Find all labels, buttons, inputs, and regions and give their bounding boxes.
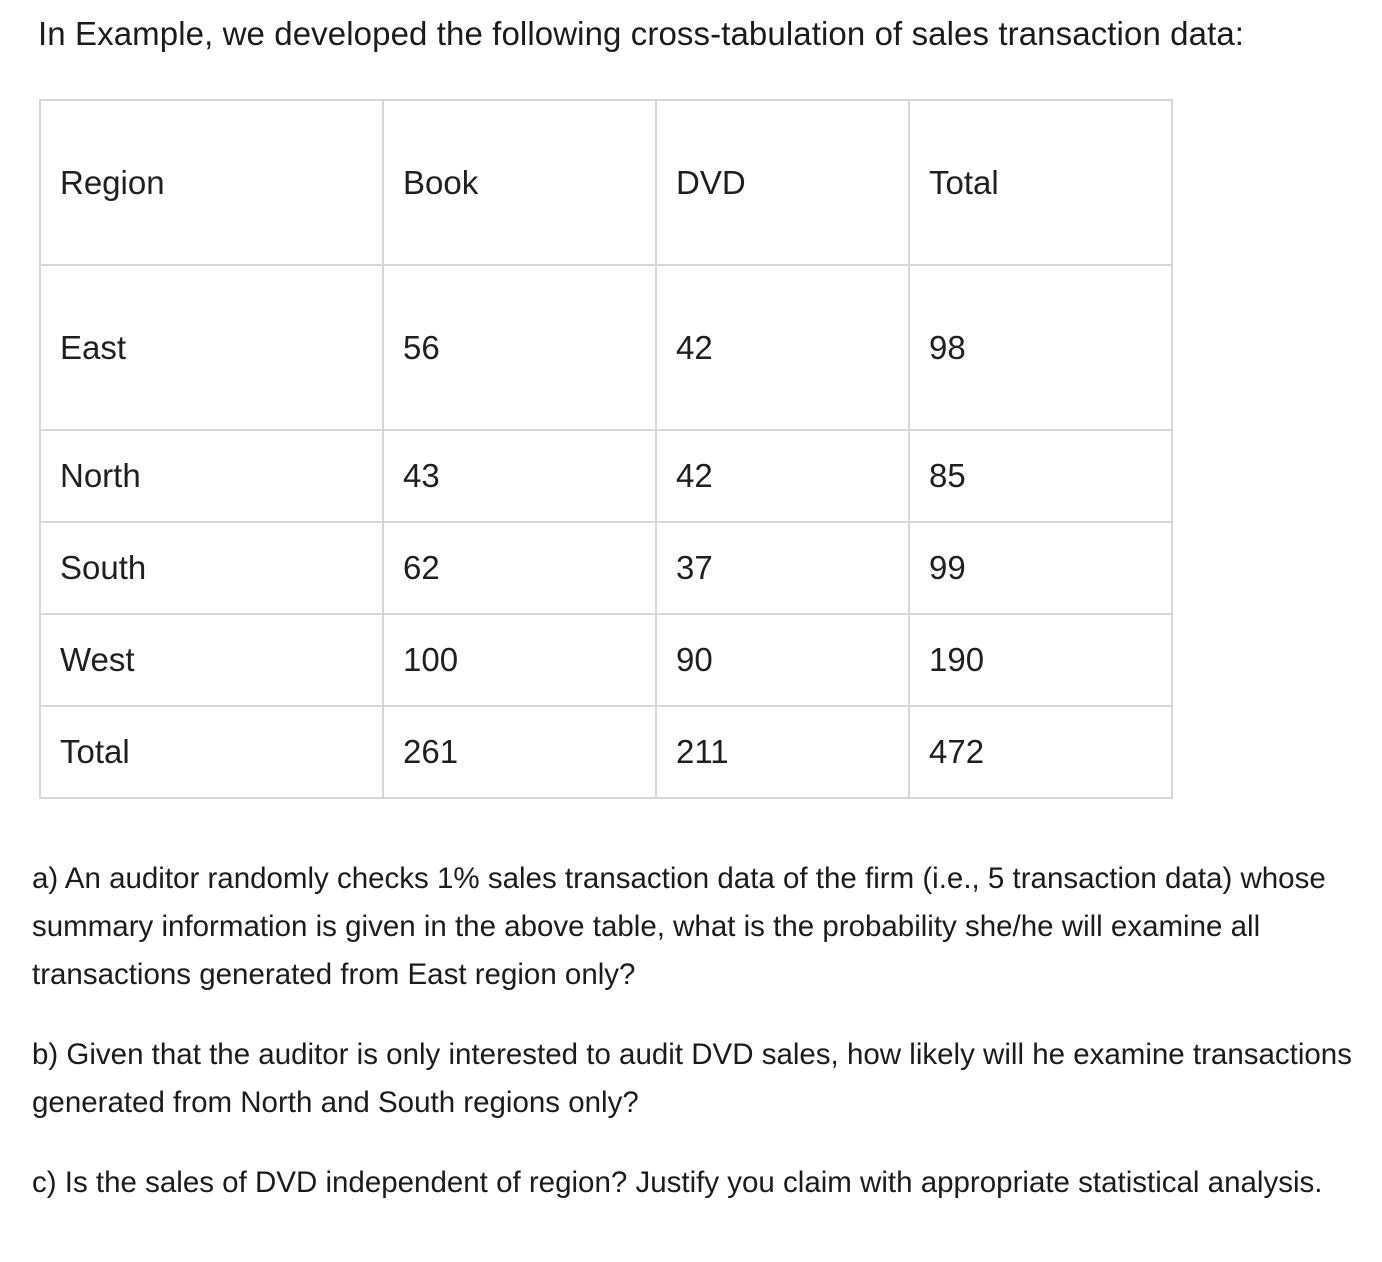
header-cell-book: Book (382, 99, 657, 266)
table-cell: 98 (908, 264, 1173, 431)
table-cell: 261 (382, 705, 657, 799)
table-cell: East (39, 264, 384, 431)
question-a: a) An auditor randomly checks 1% sales t… (32, 862, 1326, 991)
table-cell: 62 (382, 521, 657, 615)
table-header-row: Region Book DVD Total (39, 99, 1173, 266)
table-cell: 472 (908, 705, 1173, 799)
header-cell-total: Total (908, 99, 1173, 266)
table-cell: North (39, 429, 384, 523)
table-cell: 42 (655, 264, 910, 431)
table-cell: 37 (655, 521, 910, 615)
table-total-row: Total 261 211 472 (39, 705, 1173, 799)
table-cell: 100 (382, 613, 657, 707)
question-c: c) Is the sales of DVD independent of re… (32, 1166, 1323, 1199)
table-cell: 43 (382, 429, 657, 523)
table-cell: 90 (655, 613, 910, 707)
table-cell: West (39, 613, 384, 707)
cross-tabulation-table: Region Book DVD Total East 56 42 98 Nort… (39, 99, 1173, 799)
table-cell: 190 (908, 613, 1173, 707)
table-cell: 42 (655, 429, 910, 523)
table-row: West 100 90 190 (39, 613, 1173, 707)
header-cell-region: Region (39, 99, 384, 266)
table-cell: 211 (655, 705, 910, 799)
table-row: South 62 37 99 (39, 521, 1173, 615)
table-row: North 43 42 85 (39, 429, 1173, 523)
table-cell: Total (39, 705, 384, 799)
table-cell: 56 (382, 264, 657, 431)
table-cell: 99 (908, 521, 1173, 615)
table-cell: South (39, 521, 384, 615)
table-row: East 56 42 98 (39, 264, 1173, 431)
question-b: b) Given that the auditor is only intere… (32, 1038, 1352, 1119)
intro-text: In Example, we developed the following c… (38, 15, 1245, 52)
table-cell: 85 (908, 429, 1173, 523)
header-cell-dvd: DVD (655, 99, 910, 266)
